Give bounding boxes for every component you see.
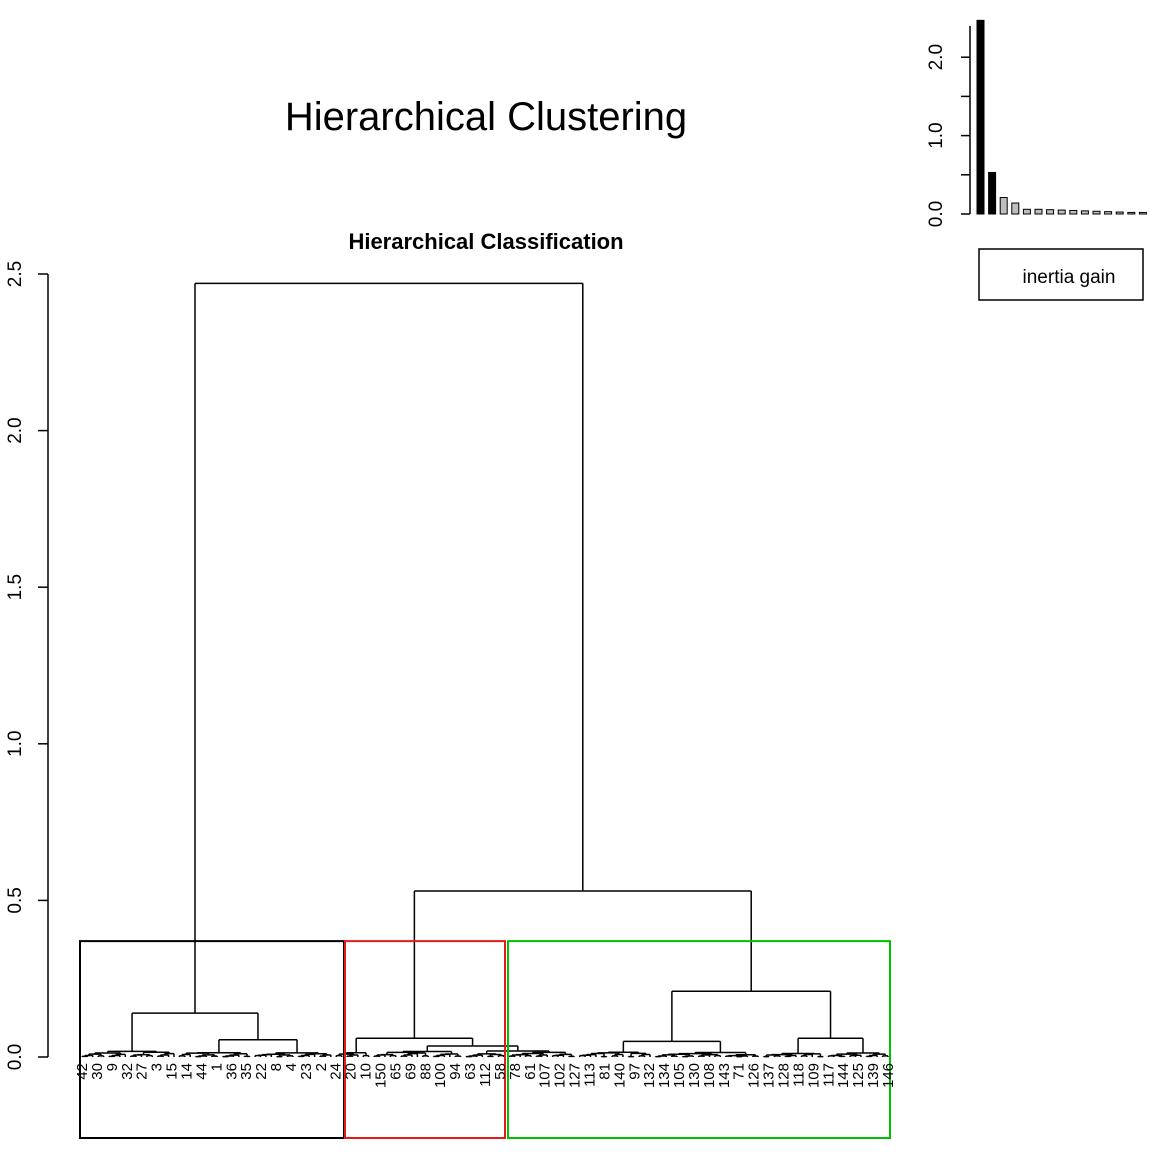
leaf-label: 143: [716, 1063, 733, 1088]
leaf-label: 61: [522, 1063, 539, 1080]
dendrogram-title: Hierarchical Classification: [348, 229, 623, 254]
inertia-bar: [1034, 208, 1043, 215]
leaf-label: 58: [492, 1063, 509, 1080]
inset-y-tick-label: 1.0: [926, 122, 947, 148]
y-tick-label: 0.5: [5, 887, 26, 913]
inertia-legend: inertia gain: [978, 248, 1144, 301]
leaf-label: 9: [104, 1063, 121, 1071]
leaf-label: 107: [537, 1063, 554, 1088]
y-tick-label: 2.5: [5, 261, 26, 287]
inertia-bar: [1046, 209, 1055, 215]
leaf-label: 24: [328, 1063, 345, 1080]
leaf-label: 127: [567, 1063, 584, 1088]
inset-y-tick-label: 0.0: [926, 201, 947, 227]
cluster-box: [79, 940, 345, 1140]
leaf-label: 125: [850, 1063, 867, 1088]
leaf-label: 36: [223, 1063, 240, 1080]
leaf-label: 128: [776, 1063, 793, 1088]
inertia-bar: [976, 19, 985, 215]
leaf-label: 32: [119, 1063, 136, 1080]
dendrogram-tree: [81, 282, 889, 1058]
leaf-label: 69: [402, 1063, 419, 1080]
inertia-gain-inset: 0.0 1.0 2.0: [926, 19, 1147, 227]
inset-y-tick-label: 2.0: [926, 44, 947, 70]
leaf-label: 109: [805, 1063, 822, 1088]
inertia-bar: [988, 171, 997, 215]
leaf-label: 35: [238, 1063, 255, 1080]
leaf-label: 137: [761, 1063, 778, 1088]
leaf-label: 23: [298, 1063, 315, 1080]
inertia-bar: [1115, 211, 1124, 215]
leaf-label: 134: [656, 1063, 673, 1088]
y-tick-label: 0.0: [5, 1044, 26, 1070]
inertia-bar: [1080, 210, 1089, 215]
inertia-bar: [1069, 209, 1078, 215]
leaf-label: 63: [462, 1063, 479, 1080]
inertia-bar: [999, 197, 1008, 215]
leaf-label: 42: [74, 1063, 91, 1080]
leaf-label: 132: [641, 1063, 658, 1088]
leaf-label: 71: [731, 1063, 748, 1080]
leaf-label: 88: [417, 1063, 434, 1080]
main-title: Hierarchical Clustering: [285, 95, 687, 139]
leaf-label: 4: [283, 1063, 300, 1071]
inertia-bar: [1104, 211, 1113, 215]
leaf-label: 22: [253, 1063, 270, 1080]
leaf-label: 27: [134, 1063, 151, 1080]
leaf-label: 14: [178, 1063, 195, 1080]
leaf-label: 20: [343, 1063, 360, 1080]
leaf-label: 81: [596, 1063, 613, 1080]
leaf-label: 1: [208, 1063, 225, 1071]
leaf-label: 113: [581, 1063, 598, 1087]
leaf-label: 117: [820, 1063, 837, 1087]
y-tick-label: 1.5: [5, 574, 26, 600]
leaf-label: 130: [686, 1063, 703, 1088]
cluster-box: [344, 940, 506, 1140]
legend-label: inertia gain: [1023, 267, 1116, 288]
legend-box: [978, 248, 1144, 301]
leaf-label: 100: [432, 1063, 449, 1088]
leaf-label: 15: [164, 1063, 181, 1080]
dendrogram-y-axis: 0.0 0.5 1.0 1.5 2.0 2.5: [5, 261, 49, 1070]
leaf-label: 3: [149, 1063, 166, 1071]
leaf-label: 10: [358, 1063, 375, 1080]
leaf-label: 150: [373, 1063, 390, 1088]
leaf-label: 108: [701, 1063, 718, 1088]
leaf-label: 126: [746, 1063, 763, 1088]
y-tick-label: 1.0: [5, 731, 26, 757]
inertia-bar: [1022, 208, 1031, 215]
leaf-label: 140: [611, 1063, 628, 1088]
leaf-label: 139: [865, 1063, 882, 1088]
cluster-box: [507, 940, 891, 1140]
leaf-label: 105: [671, 1063, 688, 1088]
leaf-label: 118: [790, 1063, 807, 1087]
leaf-label: 2: [313, 1063, 330, 1071]
y-tick-label: 2.0: [5, 417, 26, 443]
inertia-bar: [1092, 210, 1101, 215]
cluster-rectangles: [79, 940, 891, 1140]
leaf-label: 97: [626, 1063, 643, 1080]
inertia-bar: [1011, 202, 1020, 215]
leaf-labels: 4230932273151444136352284232242010150656…: [74, 1063, 897, 1088]
inertia-bar: [1138, 211, 1147, 215]
leaf-label: 78: [507, 1063, 524, 1080]
inertia-bar: [1127, 211, 1136, 215]
inertia-bar: [1057, 209, 1066, 215]
leaf-label: 94: [447, 1063, 464, 1080]
leaf-label: 144: [835, 1063, 852, 1088]
leaf-label: 44: [193, 1063, 210, 1080]
leaf-label: 65: [387, 1063, 404, 1080]
leaf-label: 30: [89, 1063, 106, 1080]
leaf-label: 102: [552, 1063, 569, 1088]
leaf-label: 8: [268, 1063, 285, 1071]
leaf-label: 112: [477, 1063, 494, 1087]
leaf-label: 146: [880, 1063, 897, 1088]
